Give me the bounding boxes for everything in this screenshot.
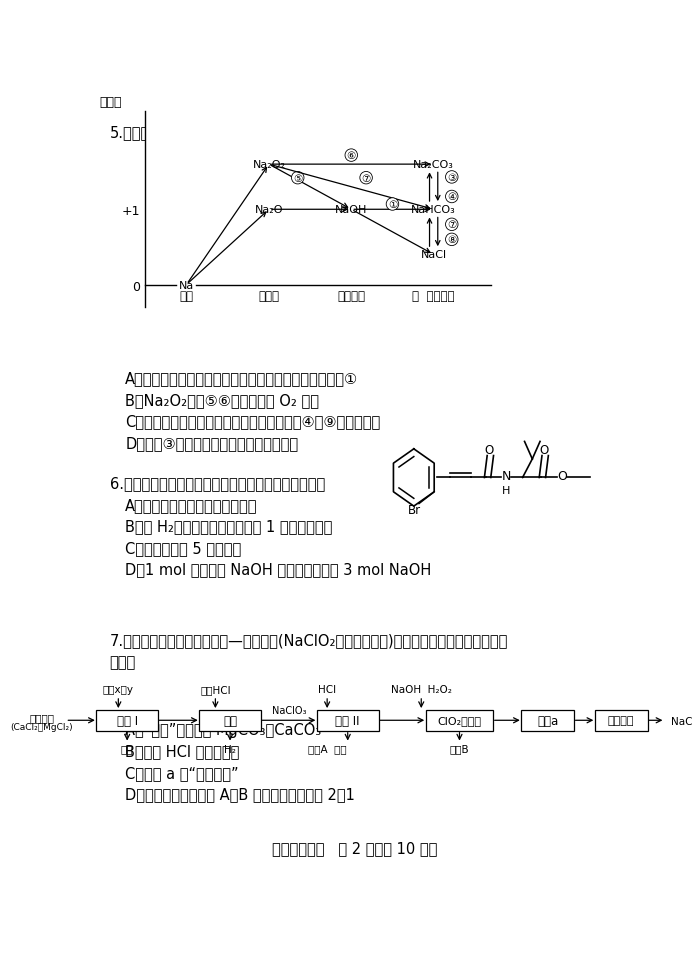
Text: Na₂O₂: Na₂O₂	[253, 160, 285, 170]
FancyBboxPatch shape	[521, 710, 574, 731]
Text: NaOH  H₂O₂: NaOH H₂O₂	[391, 685, 452, 695]
FancyBboxPatch shape	[426, 710, 493, 731]
Text: A．除氢外，所有原子可能共平面: A．除氢外，所有原子可能共平面	[125, 497, 257, 512]
Text: ⑥: ⑥	[347, 151, 356, 161]
Text: N: N	[501, 470, 511, 483]
Text: 气体A  母液: 气体A 母液	[308, 743, 347, 754]
Text: 滤渣: 滤渣	[121, 743, 134, 754]
Text: B．与 H₂完全加成后，分子中有 1 个手性碳原子: B．与 H₂完全加成后，分子中有 1 个手性碳原子	[125, 519, 333, 533]
Text: ⑤: ⑤	[293, 174, 302, 184]
Text: 高三化学试题   第 2 页（共 10 页）: 高三化学试题 第 2 页（共 10 页）	[272, 840, 437, 856]
Text: 确的是: 确的是	[110, 655, 136, 669]
Text: NaClO₂晶体: NaClO₂晶体	[671, 715, 692, 725]
Text: ⑦: ⑦	[361, 174, 371, 184]
Text: Na₂O: Na₂O	[255, 205, 283, 215]
Text: (CaCl₂、MgCl₂): (CaCl₂、MgCl₂)	[10, 722, 73, 731]
FancyBboxPatch shape	[96, 710, 158, 731]
Text: NaHCO₃: NaHCO₃	[411, 205, 456, 215]
FancyBboxPatch shape	[317, 710, 379, 731]
Text: H: H	[502, 486, 510, 495]
Text: 适量HCl: 适量HCl	[200, 685, 230, 695]
Text: O: O	[557, 470, 567, 483]
Text: A．氮氧化钔溶液可以与过量二氧化碳反应实现转化关系①: A．氮氧化钔溶液可以与过量二氧化碳反应实现转化关系①	[125, 371, 358, 386]
Text: ④: ④	[447, 192, 457, 202]
Text: NaClO₃: NaClO₃	[272, 705, 306, 716]
Text: 反应 I: 反应 I	[116, 714, 138, 727]
Text: B．Na₂O₂发生⑤⑥的转化均有 O₂ 产生: B．Na₂O₂发生⑤⑥的转化均有 O₂ 产生	[125, 393, 319, 407]
Text: 电解: 电解	[223, 714, 237, 727]
Text: B．两处 HCl 的作用相同: B．两处 HCl 的作用相同	[125, 743, 239, 758]
Text: ⑧: ⑧	[447, 235, 457, 245]
FancyBboxPatch shape	[199, 710, 261, 731]
Text: A．“滤渣”的成分为 MgCO₃、CaCO₃: A．“滤渣”的成分为 MgCO₃、CaCO₃	[125, 722, 322, 737]
Text: ClO₂吸收塔: ClO₂吸收塔	[437, 715, 482, 726]
Text: 冷却结晶: 冷却结晶	[608, 715, 635, 726]
Text: D．理论上，产生气体 A、B 的物质的量之比为 2：1: D．理论上，产生气体 A、B 的物质的量之比为 2：1	[125, 786, 355, 801]
Text: ⑦: ⑦	[447, 220, 457, 230]
Text: 反应 II: 反应 II	[336, 714, 360, 727]
Text: Na₂CO₃: Na₂CO₃	[413, 160, 454, 170]
Text: O: O	[539, 444, 549, 457]
Text: Na: Na	[179, 280, 194, 290]
Text: C．操作 a 为“减压蒸发”: C．操作 a 为“减压蒸发”	[125, 765, 239, 780]
Text: ①: ①	[388, 200, 397, 210]
Text: HCl: HCl	[318, 685, 336, 695]
Text: 气体B: 气体B	[450, 743, 469, 754]
FancyBboxPatch shape	[594, 710, 648, 731]
Text: 5.下图为钔元素的“价—类”二维图，算头表示物质间的转化关系，下列说法错误的是: 5.下图为钔元素的“价—类”二维图，算头表示物质间的转化关系，下列说法错误的是	[110, 125, 451, 140]
Text: C．分子中含有 5 种官能团: C．分子中含有 5 种官能团	[125, 540, 242, 555]
Text: 操作a: 操作a	[537, 714, 558, 727]
Y-axis label: 化合价: 化合价	[100, 96, 122, 108]
Text: D．反应③只能通过加热才能实现物质转化: D．反应③只能通过加热才能实现物质转化	[125, 436, 298, 450]
Text: NaOH: NaOH	[335, 205, 367, 215]
Text: H₂: H₂	[224, 743, 236, 754]
Text: ③: ③	[447, 173, 457, 183]
Text: O: O	[484, 444, 493, 457]
Text: C．碳酸钔溶液中不断滴加盐酸依次发生反应④和⑨生成氯化钔: C．碳酸钔溶液中不断滴加盐酸依次发生反应④和⑨生成氯化钔	[125, 414, 381, 429]
Text: Br: Br	[408, 503, 421, 516]
Text: D．1 mol 该物质与 NaOH 反应，最多消耗 3 mol NaOH: D．1 mol 该物质与 NaOH 反应，最多消耗 3 mol NaOH	[125, 562, 432, 576]
Text: 7.制备一种重要的含氯消毒剂—亚氯酸钔(NaClO₂，受热易分解)的工艺流程如图，下列说法正: 7.制备一种重要的含氯消毒剂—亚氯酸钔(NaClO₂，受热易分解)的工艺流程如图…	[110, 633, 508, 648]
Text: 粗食盐水: 粗食盐水	[29, 712, 55, 722]
Text: NaCl: NaCl	[421, 250, 447, 260]
Text: 试剂x、y: 试剂x、y	[103, 685, 134, 695]
Text: 6.某抗氧化剂的结构简式如图所示，下列说法正确的是: 6.某抗氧化剂的结构简式如图所示，下列说法正确的是	[110, 476, 325, 490]
